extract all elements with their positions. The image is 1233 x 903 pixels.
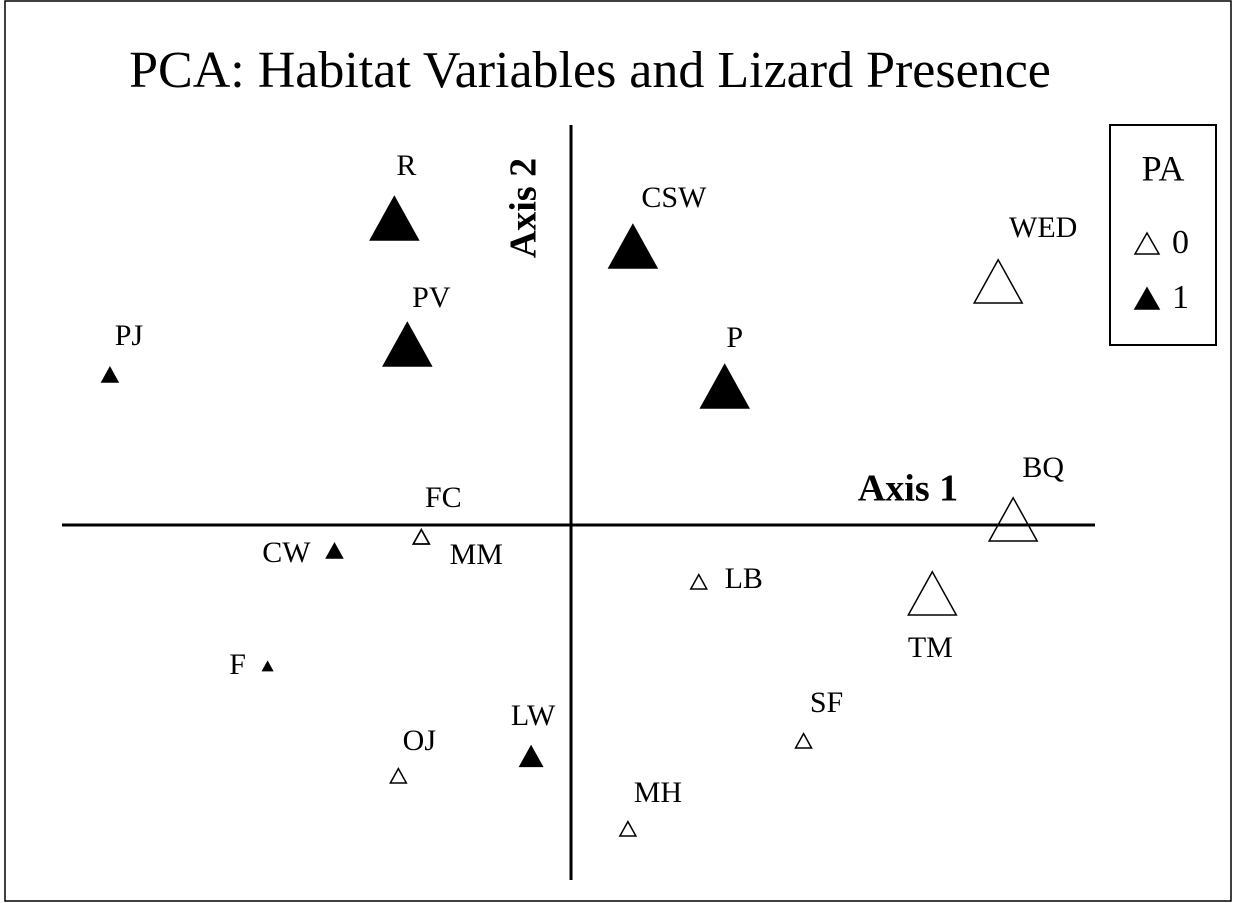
point bbox=[261, 660, 274, 672]
point bbox=[987, 496, 1039, 542]
legend-symbol bbox=[1133, 231, 1161, 255]
legend-label: 0 bbox=[1172, 224, 1189, 261]
point bbox=[907, 570, 958, 616]
point-label: R bbox=[396, 149, 416, 182]
point-label: OJ bbox=[403, 724, 437, 757]
point-label: SF bbox=[810, 686, 843, 719]
point-label: TM bbox=[908, 631, 953, 664]
point bbox=[699, 363, 750, 409]
point-label: F bbox=[229, 648, 246, 681]
point-label: FC bbox=[425, 481, 462, 514]
point-label: MH bbox=[634, 776, 682, 809]
point bbox=[369, 195, 420, 241]
point-label: CW bbox=[262, 536, 311, 569]
legend-label: 1 bbox=[1172, 279, 1189, 316]
chart-title: PCA: Habitat Variables and Lizard Presen… bbox=[129, 42, 1051, 99]
point bbox=[412, 528, 431, 545]
frame bbox=[4, 0, 1232, 902]
point bbox=[382, 321, 433, 367]
legend-symbol bbox=[1133, 286, 1161, 310]
point-label: WED bbox=[1009, 211, 1077, 244]
point bbox=[100, 366, 120, 383]
point bbox=[618, 820, 638, 837]
x-axis-label: Axis 1 bbox=[858, 468, 958, 510]
point bbox=[794, 732, 813, 749]
point-label: LB bbox=[725, 562, 763, 595]
point-label: PJ bbox=[115, 319, 144, 352]
point bbox=[389, 767, 408, 784]
point-label: LW bbox=[511, 699, 556, 732]
point bbox=[607, 223, 659, 269]
legend-title: PA bbox=[1142, 148, 1185, 188]
point-label: P bbox=[726, 321, 743, 354]
point-label: CSW bbox=[641, 181, 707, 214]
point-label: PV bbox=[412, 281, 451, 314]
point bbox=[972, 258, 1024, 304]
point bbox=[325, 542, 344, 559]
point bbox=[518, 744, 544, 768]
point bbox=[689, 573, 709, 590]
y-axis-label: Axis 2 bbox=[503, 158, 545, 258]
legend: PA 0 1 bbox=[1109, 124, 1217, 346]
legend-box bbox=[1109, 124, 1217, 346]
point-label: MM bbox=[450, 538, 503, 571]
point-label: BQ bbox=[1022, 451, 1064, 484]
